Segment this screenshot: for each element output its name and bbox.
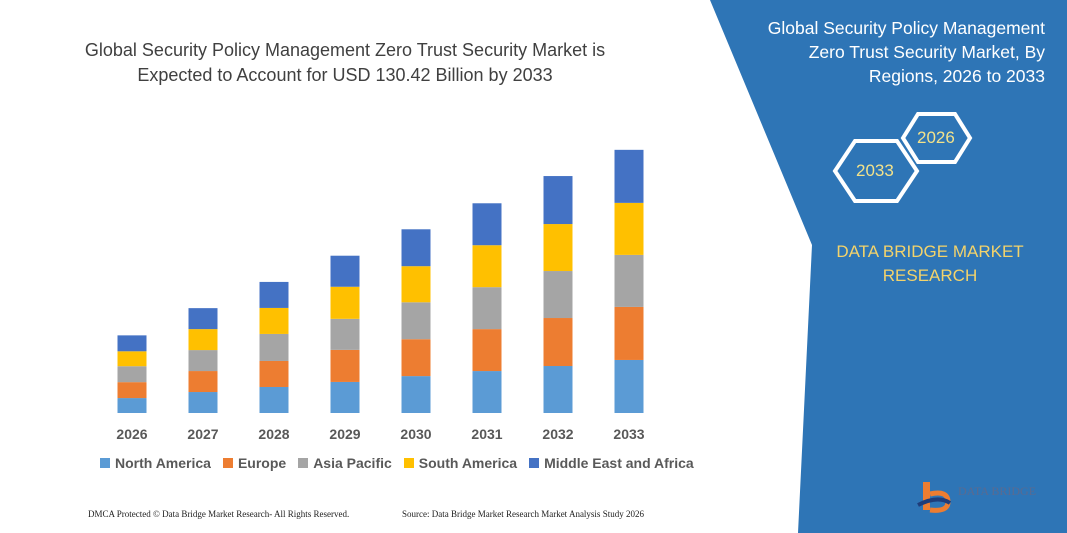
- bar-2027-europe: [188, 371, 218, 393]
- legend-swatch: [529, 458, 540, 468]
- bar-2030-south-america: [401, 266, 431, 303]
- bar-2033-south-america: [614, 202, 644, 255]
- bar-2032-middle-east-and-africa: [543, 176, 573, 225]
- bar-2029-europe: [330, 349, 360, 382]
- bar-2030-asia-pacific: [401, 302, 431, 340]
- x-tick-label: 2033: [613, 426, 644, 442]
- bar-2026-south-america: [117, 351, 147, 367]
- bar-2027-south-america: [188, 329, 218, 351]
- x-tick-label: 2026: [116, 426, 147, 442]
- footer-copyright: DMCA Protected © Data Bridge Market Rese…: [88, 509, 350, 519]
- bar-2029-north-america: [330, 381, 360, 413]
- x-axis: 2026 2027 2028 2029 2030 2031 2032 2033: [116, 426, 644, 442]
- legend-swatch: [222, 458, 233, 468]
- x-tick-label: 2027: [187, 426, 218, 442]
- bar-2032-north-america: [543, 366, 573, 413]
- bar-2028-europe: [259, 360, 289, 387]
- side-panel-title: Global Security Policy Management Zero T…: [767, 18, 1045, 86]
- legend-label: Middle East and Africa: [544, 455, 694, 471]
- logo-icon: [917, 482, 952, 513]
- bar-2027-asia-pacific: [188, 350, 218, 372]
- logo-text: DATA BRIDGE: [958, 484, 1037, 498]
- bar-2029-middle-east-and-africa: [330, 255, 360, 287]
- legend-item: North America: [100, 455, 211, 471]
- bar-2031-europe: [472, 329, 502, 372]
- hex-end-label: 2033: [856, 161, 894, 180]
- legend-item: Asia Pacific: [298, 455, 392, 471]
- x-tick-label: 2031: [471, 426, 502, 442]
- bar-2028-south-america: [259, 307, 289, 334]
- brand-text: DATA BRIDGE MARKET RESEARCH: [836, 242, 1024, 285]
- bar-2031-south-america: [472, 245, 502, 288]
- x-tick-label: 2028: [258, 426, 289, 442]
- bar-2032-europe: [543, 318, 573, 367]
- bar-2029-asia-pacific: [330, 318, 360, 350]
- bar-2030-middle-east-and-africa: [401, 229, 431, 267]
- bar-2026-north-america: [117, 398, 147, 413]
- side-panel: [710, 0, 1067, 533]
- bar-2032-south-america: [543, 224, 573, 272]
- bar-2033-middle-east-and-africa: [614, 149, 644, 203]
- bar-2027-north-america: [188, 392, 218, 413]
- bar-2033-north-america: [614, 359, 644, 413]
- legend-swatch: [403, 458, 414, 468]
- bar-2029-south-america: [330, 286, 360, 319]
- legend-label: North America: [115, 455, 211, 471]
- legend-item: Middle East and Africa: [529, 455, 694, 471]
- bar-2026-middle-east-and-africa: [117, 335, 147, 352]
- bar-2030-north-america: [401, 376, 431, 413]
- bar-2027-middle-east-and-africa: [188, 308, 218, 330]
- bar-2031-north-america: [472, 371, 502, 413]
- legend: North America Europe Asia Pacific South Ame…: [100, 455, 694, 471]
- legend-item: South America: [403, 455, 518, 471]
- bar-2028-north-america: [259, 386, 289, 413]
- legend-label: South America: [418, 455, 518, 471]
- bar-2028-middle-east-and-africa: [259, 281, 289, 308]
- bars: [117, 149, 644, 413]
- bar-2033-asia-pacific: [614, 254, 644, 307]
- legend-swatch: [100, 458, 110, 468]
- bar-2032-asia-pacific: [543, 271, 573, 319]
- legend-label: Asia Pacific: [313, 455, 392, 471]
- hex-start-label: 2026: [917, 128, 955, 147]
- chart-title: Global Security Policy Management Zero T…: [84, 40, 606, 85]
- hex-2026: [900, 112, 973, 164]
- bar-2026-asia-pacific: [117, 366, 147, 383]
- hex-2033: [832, 139, 920, 203]
- x-tick-label: 2032: [542, 426, 573, 442]
- x-tick-label: 2030: [400, 426, 431, 442]
- legend-label: Europe: [237, 455, 287, 471]
- footer-source: Source: Data Bridge Market Research Mark…: [402, 509, 644, 519]
- bar-2026-europe: [117, 382, 147, 399]
- bar-2033-europe: [614, 306, 644, 360]
- x-tick-label: 2029: [329, 426, 360, 442]
- bar-2031-middle-east-and-africa: [472, 203, 502, 246]
- legend-swatch: [298, 458, 309, 468]
- legend-item: Europe: [222, 455, 287, 471]
- bar-2028-asia-pacific: [259, 333, 289, 361]
- bar-2031-asia-pacific: [472, 287, 502, 330]
- bar-2030-europe: [401, 339, 431, 377]
